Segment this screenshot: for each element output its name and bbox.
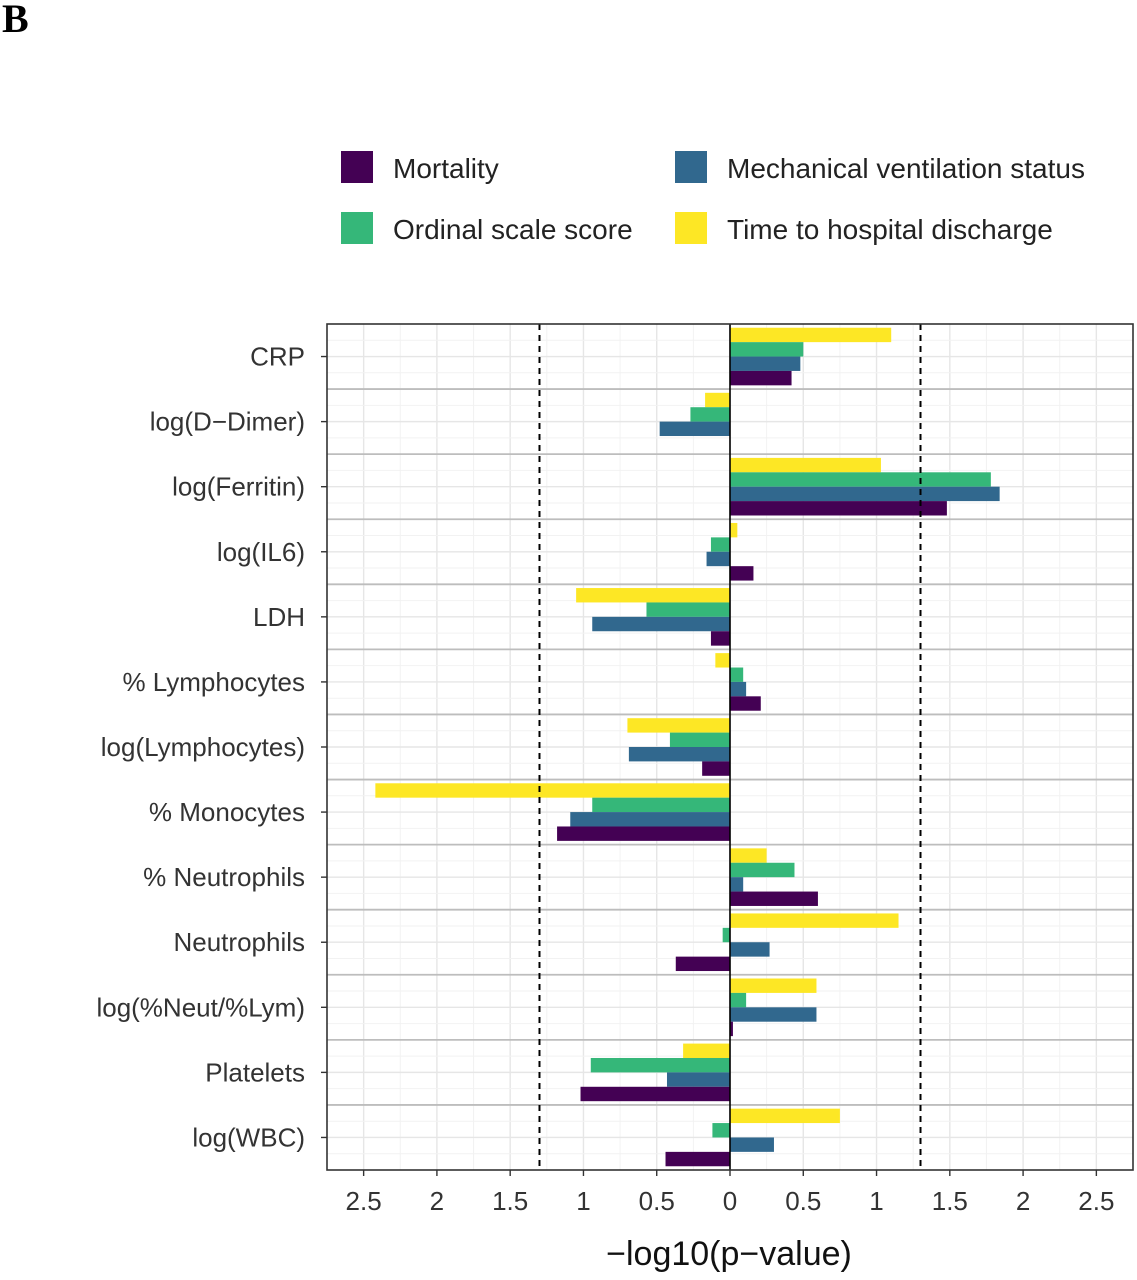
bar-ordinal-scale-score-crp	[730, 342, 804, 357]
bar-mortality-log-neut-lym	[730, 1021, 733, 1037]
bar-mechanical-ventilation-status-log-ferritin	[730, 486, 1000, 502]
bar-time-to-hospital-discharge-monocytes	[375, 783, 730, 798]
bar-time-to-hospital-discharge-platelets	[683, 1043, 730, 1058]
bar-time-to-hospital-discharge-log-neut-lym	[730, 978, 817, 993]
legend-label-mechanical-ventilation-status: Mechanical ventilation status	[727, 153, 1085, 184]
plot-area: CRP log(D−Dimer) log(Ferritin) log(IL6) LDH%…	[96, 323, 1134, 1216]
bar-mechanical-ventilation-status-platelets	[666, 1072, 730, 1087]
bar-ordinal-scale-score-log-wbc	[712, 1123, 730, 1138]
category-label-monocytes: % Monocytes	[149, 797, 305, 827]
bar-time-to-hospital-discharge-lymphocytes	[715, 653, 730, 668]
category-label-log-wbc: log(WBC)	[192, 1122, 305, 1152]
bar-mechanical-ventilation-status-log-d-dimer	[659, 421, 730, 437]
legend-swatch-time-to-hospital-discharge	[675, 212, 707, 244]
category-label-log-d-dimer: log(D−Dimer)	[150, 407, 305, 437]
bar-mortality-ldh	[710, 631, 730, 646]
bar-time-to-hospital-discharge-neutrophils	[730, 913, 899, 928]
category-label-lymphocytes: % Lymphocytes	[122, 667, 305, 697]
bar-mechanical-ventilation-status-log-wbc	[730, 1137, 774, 1152]
bar-ordinal-scale-score-monocytes	[592, 797, 730, 813]
legend-label-ordinal-scale-score: Ordinal scale score	[393, 214, 633, 245]
bar-time-to-hospital-discharge-log-wbc	[730, 1108, 840, 1124]
legend-swatch-ordinal-scale-score	[341, 212, 373, 244]
bar-time-to-hospital-discharge-neutrophils	[730, 848, 767, 863]
x-tick-label: 2.5	[346, 1186, 382, 1216]
bar-mechanical-ventilation-status-crp	[730, 356, 801, 371]
bar-ordinal-scale-score-log-d-dimer	[690, 407, 730, 422]
bar-mechanical-ventilation-status-log-il6	[706, 551, 730, 567]
x-tick-label: 1.5	[932, 1186, 968, 1216]
bar-ordinal-scale-score-log-ferritin	[730, 472, 991, 487]
bar-mortality-crp	[730, 370, 792, 386]
category-label-log-il6: log(IL6)	[217, 537, 305, 567]
category-label-neutrophils: Neutrophils	[173, 927, 305, 957]
legend-swatch-mechanical-ventilation-status	[675, 151, 707, 183]
bar-mechanical-ventilation-status-log-neut-lym	[730, 1007, 817, 1022]
category-label-crp: CRP	[250, 342, 305, 372]
bar-mortality-monocytes	[557, 826, 730, 841]
bar-mechanical-ventilation-status-neutrophils	[730, 942, 770, 957]
bar-time-to-hospital-discharge-log-il6	[730, 522, 738, 538]
legend-label-time-to-hospital-discharge: Time to hospital discharge	[727, 214, 1053, 245]
category-label-log-lymphocytes: log(Lymphocytes)	[101, 732, 305, 762]
bar-time-to-hospital-discharge-ldh	[576, 588, 730, 603]
bar-time-to-hospital-discharge-crp	[730, 327, 892, 343]
bar-mortality-platelets	[580, 1086, 730, 1102]
x-axis-title: −log10(p−value)	[606, 1235, 852, 1273]
x-tick-label: 1	[869, 1186, 883, 1216]
bar-time-to-hospital-discharge-log-ferritin	[730, 457, 881, 473]
legend-label-mortality: Mortality	[393, 153, 499, 184]
category-label-neutrophils: % Neutrophils	[143, 862, 305, 892]
x-tick-label: 0	[723, 1186, 737, 1216]
x-tick-label: 2.5	[1078, 1186, 1114, 1216]
x-tick-label: 2	[1016, 1186, 1030, 1216]
x-tick-label: 0.5	[785, 1186, 821, 1216]
bar-ordinal-scale-score-ldh	[646, 602, 730, 617]
bar-time-to-hospital-discharge-log-d-dimer	[705, 392, 730, 408]
legend-swatch-mortality	[341, 151, 373, 183]
bar-ordinal-scale-score-log-neut-lym	[730, 992, 747, 1008]
bar-ordinal-scale-score-log-il6	[710, 537, 730, 552]
bar-mortality-neutrophils	[730, 891, 818, 906]
bar-mechanical-ventilation-status-monocytes	[570, 812, 730, 827]
category-label-platelets: Platelets	[205, 1057, 305, 1087]
bar-mortality-log-lymphocytes	[702, 761, 730, 776]
bar-mortality-neutrophils	[675, 956, 730, 972]
x-tick-label: 2	[430, 1186, 444, 1216]
x-tick-label: 1	[576, 1186, 590, 1216]
bar-ordinal-scale-score-lymphocytes	[730, 667, 744, 682]
bar-mechanical-ventilation-status-ldh	[592, 616, 730, 632]
bar-time-to-hospital-discharge-log-lymphocytes	[627, 718, 730, 733]
bar-mechanical-ventilation-status-lymphocytes	[730, 681, 747, 697]
legend: Mortality Mechanical ventilation status Or…	[341, 151, 1085, 245]
bar-mechanical-ventilation-status-log-lymphocytes	[628, 747, 730, 762]
category-label-ldh: LDH	[253, 602, 305, 632]
bar-ordinal-scale-score-neutrophils	[722, 927, 730, 943]
category-label-log-ferritin: log(Ferritin)	[172, 472, 305, 502]
bar-mechanical-ventilation-status-neutrophils	[730, 877, 744, 892]
bar-ordinal-scale-score-log-lymphocytes	[669, 732, 730, 747]
category-label-log-neut-lym: log(%Neut/%Lym)	[96, 992, 305, 1022]
x-tick-label: 0.5	[639, 1186, 675, 1216]
bar-mortality-log-il6	[730, 566, 754, 581]
x-tick-label: 1.5	[492, 1186, 528, 1216]
bar-ordinal-scale-score-platelets	[590, 1057, 730, 1073]
panel-letter: B	[2, 0, 29, 41]
bar-mortality-log-wbc	[665, 1151, 730, 1167]
bar-ordinal-scale-score-neutrophils	[730, 862, 795, 878]
bar-mortality-log-ferritin	[730, 501, 947, 516]
bar-mortality-lymphocytes	[730, 696, 761, 711]
